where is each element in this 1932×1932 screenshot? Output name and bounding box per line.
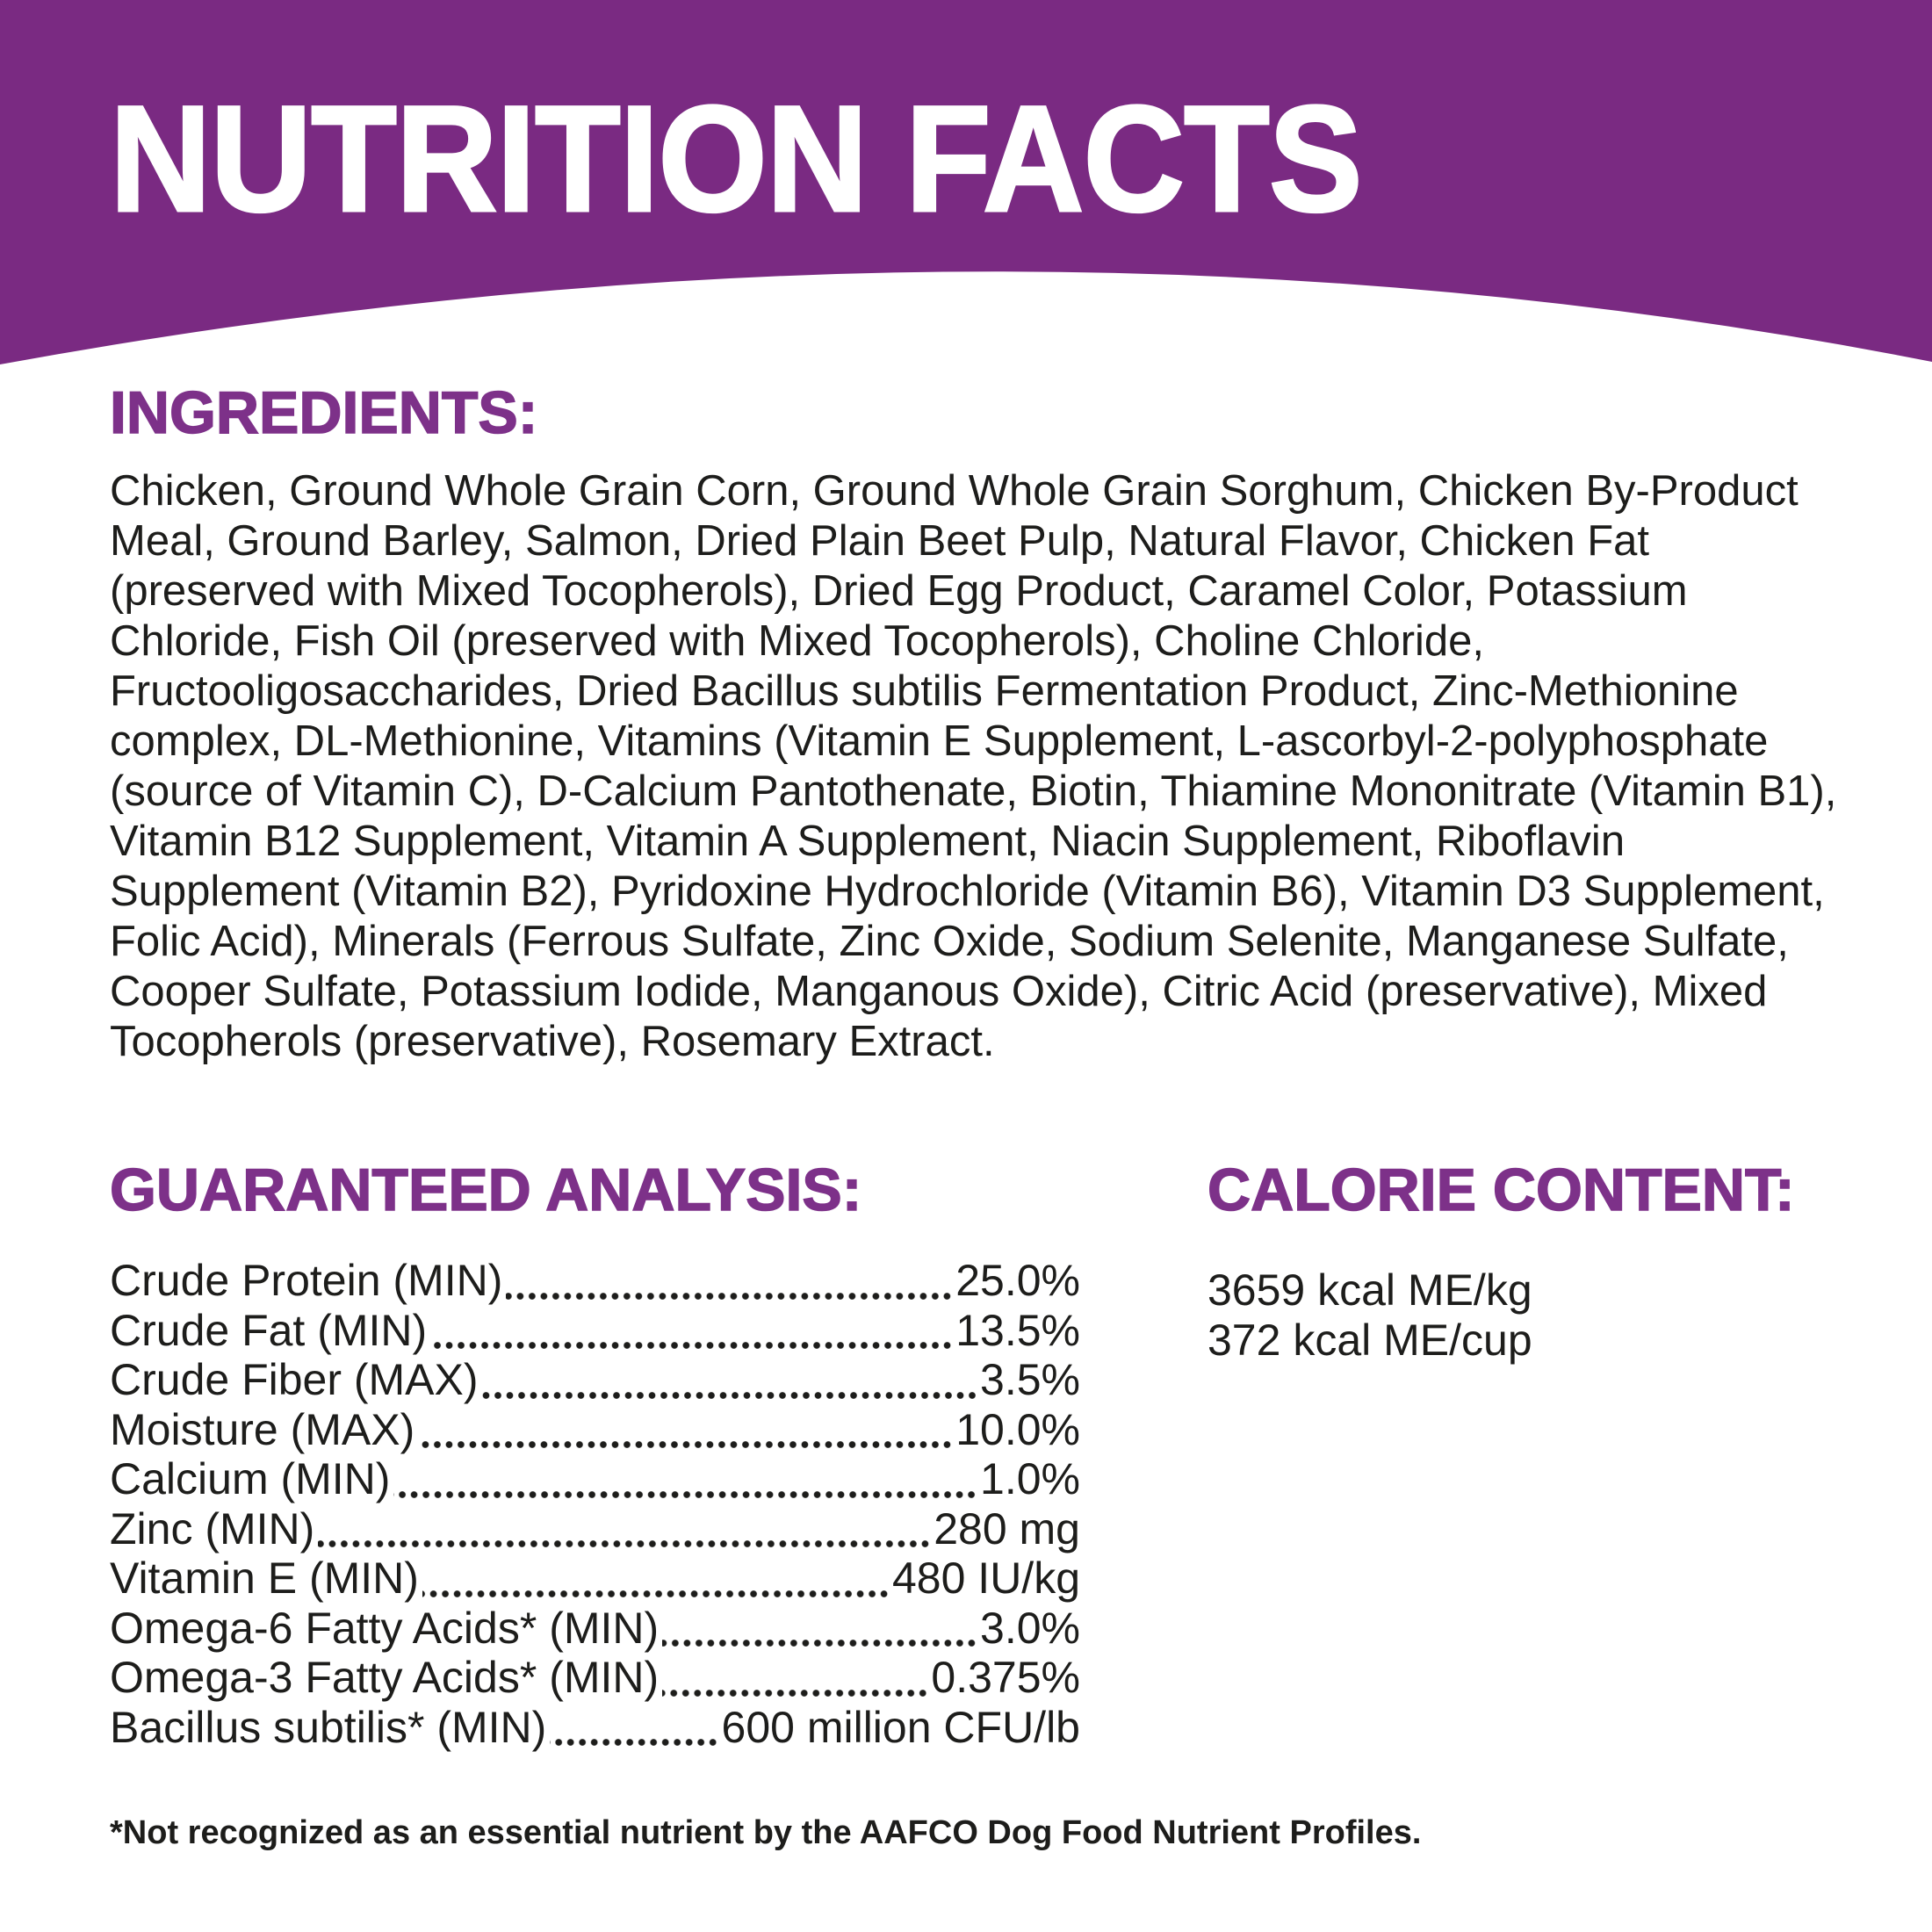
table-row: Moisture (MAX) 10.0%: [110, 1405, 1080, 1455]
nutrient-label: Crude Fiber (MAX): [110, 1355, 479, 1404]
table-row: Bacillus subtilis* (MIN) 600 million CFU…: [110, 1703, 1080, 1753]
nutrient-value: 480 IU/kg: [891, 1554, 1080, 1603]
ingredients-text: Chicken, Ground Whole Grain Corn, Ground…: [110, 467, 1837, 1065]
table-row: Calcium (MIN) 1.0%: [110, 1454, 1080, 1504]
header-banner: NUTRITION FACTS: [0, 0, 1932, 378]
calorie-per-kg: 3659 kcal ME/kg: [1208, 1265, 1532, 1315]
page-title: NUTRITION FACTS: [109, 75, 1364, 243]
nutrient-label: Crude Protein (MIN): [110, 1256, 503, 1305]
ingredients-heading: INGREDIENTS:: [109, 379, 538, 446]
nutrient-label: Zinc (MIN): [110, 1503, 315, 1554]
nutrient-value: 13.5%: [955, 1305, 1080, 1355]
calorie-per-cup: 372 kcal ME/cup: [1208, 1316, 1532, 1365]
guaranteed-analysis-heading: GUARANTEED ANALYSIS:: [109, 1157, 862, 1223]
dot-leader: [662, 1638, 979, 1648]
nutrient-label: Moisture (MAX): [110, 1404, 415, 1454]
nutrient-label: Crude Fat (MIN): [110, 1305, 428, 1355]
nutrient-label: Vitamin E (MIN): [110, 1554, 419, 1603]
dot-leader: [550, 1737, 720, 1748]
table-row: Omega-6 Fatty Acids* (MIN) 3.0%: [110, 1604, 1080, 1654]
nutrient-value: 3.0%: [980, 1603, 1080, 1653]
table-row: Zinc (MIN) 280 mg: [110, 1504, 1080, 1554]
table-row: Crude Protein (MIN) 25.0%: [110, 1256, 1080, 1306]
dot-leader: [430, 1340, 955, 1351]
dot-leader: [418, 1439, 955, 1450]
dot-leader: [662, 1687, 930, 1698]
guaranteed-analysis-table: Crude Protein (MIN) 25.0% Crude Fat (MIN…: [110, 1256, 1080, 1752]
dot-leader: [481, 1389, 979, 1401]
calorie-content-heading: CALORIE CONTENT:: [1207, 1157, 1795, 1223]
table-row: Vitamin E (MIN) 480 IU/kg: [110, 1554, 1080, 1604]
nutrient-value: 3.5%: [980, 1355, 1080, 1404]
nutrient-value: 10.0%: [955, 1404, 1080, 1454]
dot-leader: [422, 1588, 890, 1599]
nutrient-value: 25.0%: [955, 1256, 1080, 1305]
dot-leader: [393, 1489, 979, 1500]
footnote: *Not recognized as an essential nutrient…: [110, 1814, 1422, 1851]
nutrient-value: 1.0%: [980, 1454, 1080, 1503]
banner-curve-shape: [0, 0, 1932, 364]
table-row: Crude Fiber (MAX) 3.5%: [110, 1355, 1080, 1405]
nutrient-label: Omega-6 Fatty Acids* (MIN): [110, 1603, 660, 1653]
nutrient-value: 0.375%: [931, 1653, 1080, 1702]
nutrient-value: 600 million CFU/lb: [721, 1702, 1080, 1752]
dot-leader: [318, 1539, 933, 1549]
nutrient-label: Calcium (MIN): [110, 1454, 391, 1503]
table-row: Crude Fat (MIN) 13.5%: [110, 1306, 1080, 1356]
nutrient-label: Omega-3 Fatty Acids* (MIN): [110, 1653, 660, 1702]
table-row: Omega-3 Fatty Acids* (MIN) 0.375%: [110, 1653, 1080, 1703]
nutrient-label: Bacillus subtilis* (MIN): [110, 1702, 547, 1752]
calorie-values: 3659 kcal ME/kg 372 kcal ME/cup: [1208, 1265, 1532, 1366]
dot-leader: [506, 1290, 955, 1301]
nutrient-value: 280 mg: [934, 1503, 1080, 1554]
